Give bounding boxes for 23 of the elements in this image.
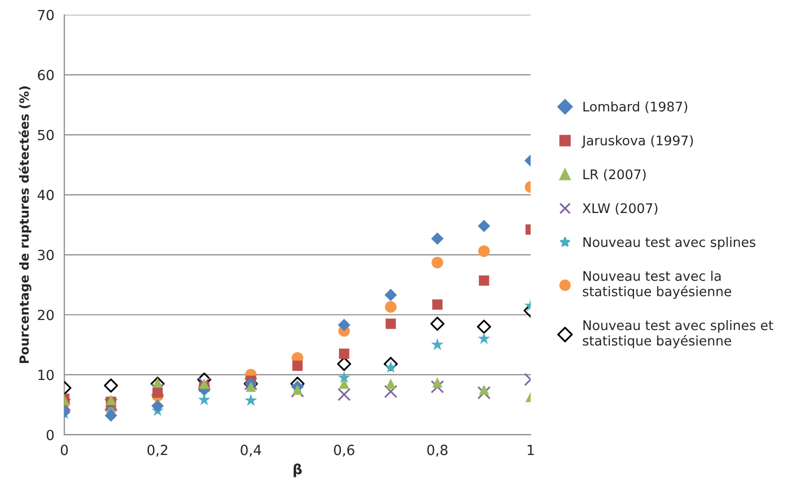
y-tick-label: 30 [38,250,54,260]
legend-label: Nouveau test avec splines [583,236,756,250]
y-tick-label: 40 [38,190,54,200]
y-tick-label: 20 [38,310,54,320]
x-tick-label: 0,8 [427,444,448,457]
legend-label: Nouveau test avec splines et statistique bayésienne [582,320,774,348]
y-tick-label: 50 [38,130,54,140]
legend-label: Nouveau test avec la statistique bayésienne [582,270,732,299]
legend-label: Jaruskova (1997) [582,135,693,148]
y-axis-title: Pourcentage de ruptures détectées (%) [18,86,32,364]
y-tick-label: 0 [46,430,54,440]
y-tick-label: 70 [38,10,54,20]
x-tick-label: 0,4 [240,444,262,457]
legend-label: XLW (2007) [582,202,658,215]
x-tick-label: 1 [528,444,534,455]
legend-label: Lombard (1987) [583,101,688,114]
y-tick-label: 10 [38,370,54,380]
y-tick-label: 60 [38,70,54,80]
x-tick-label: 0 [60,444,68,456]
x-tick-label: 0,6 [334,444,354,457]
x-tick-label: 0,2 [147,444,168,457]
legend-label: LR (2007) [583,169,646,181]
x-axis-title: β [294,463,302,478]
